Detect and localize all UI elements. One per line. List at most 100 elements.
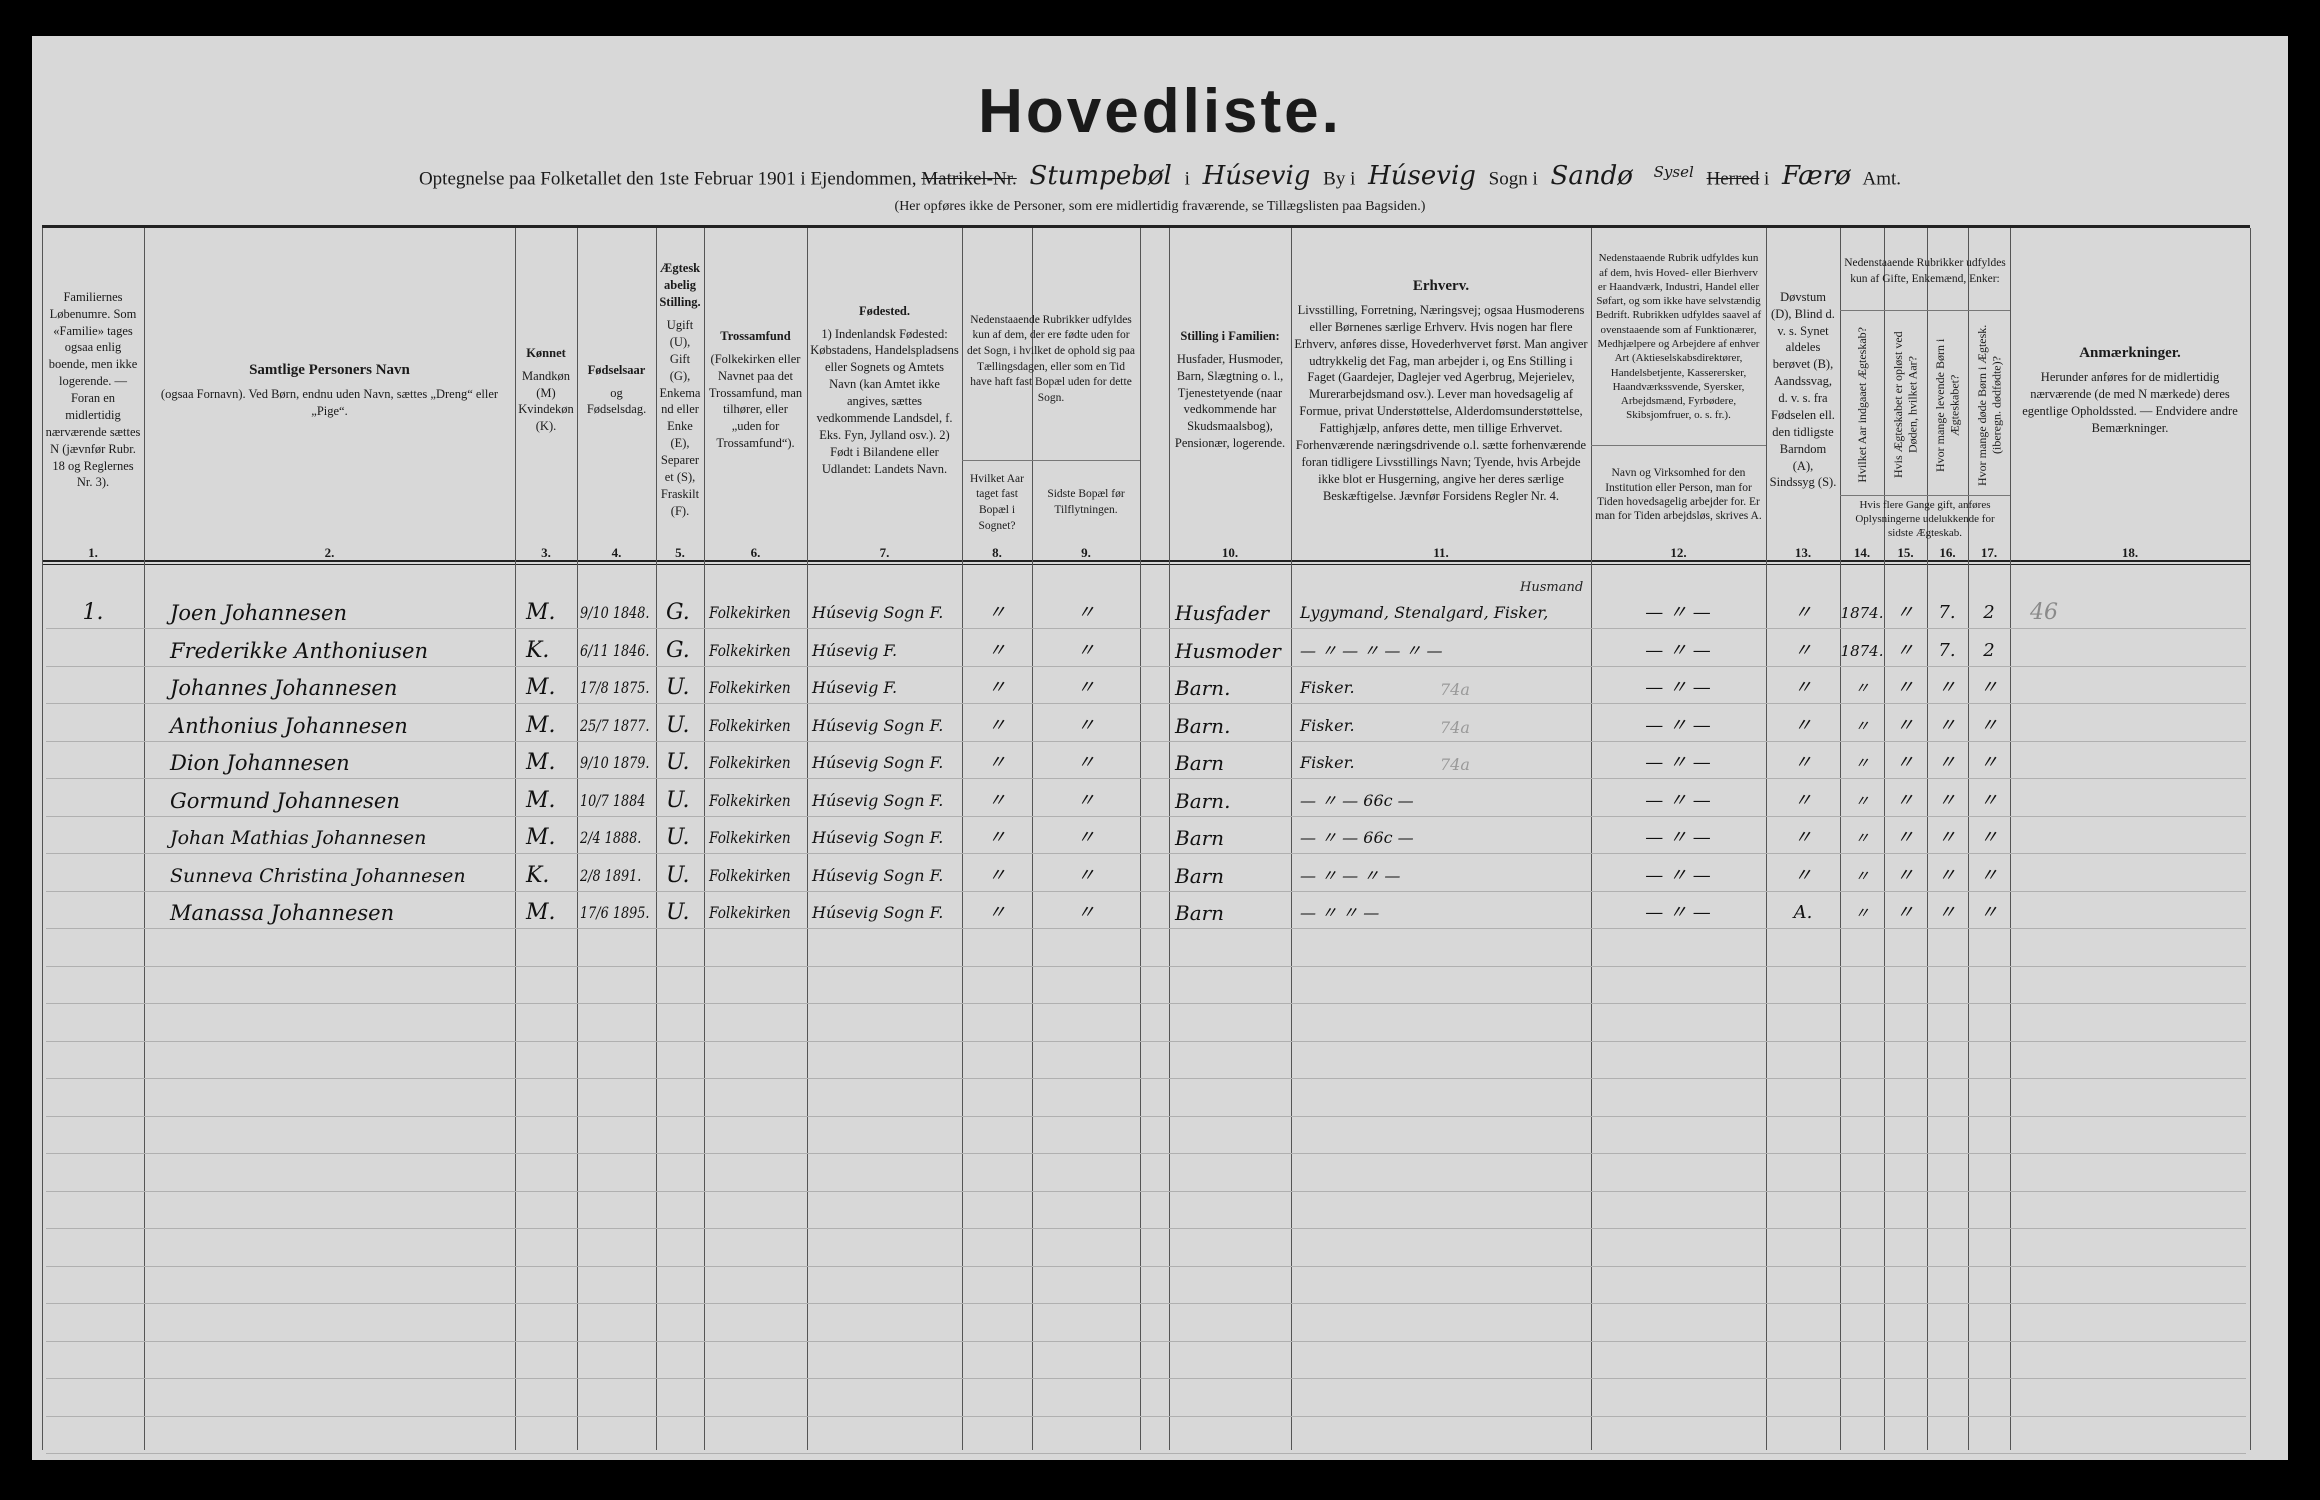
cell-c2: Anthonius Johannesen — [170, 713, 408, 738]
column-description: Hvilket Aar taget fast Bopæl i Sognet? — [970, 472, 1024, 532]
column-description: Døvstum (D), Blind d. v. s. Synet aldele… — [1769, 289, 1837, 490]
column-title: Stilling i Familien: — [1180, 328, 1280, 343]
column-title: Trossamfund — [720, 328, 791, 343]
cell-c4: 9/10 1879. — [580, 753, 650, 772]
cell-c12: — 〃 — — [1645, 714, 1711, 736]
cell-c17: 〃 — [1980, 752, 1998, 773]
column-divider — [1032, 228, 1033, 1450]
cell-c4: 2/4 1888. — [580, 828, 642, 847]
cell-c13: 〃 — [1794, 864, 1812, 886]
cell-c11-note: 74a — [1440, 680, 1470, 699]
cell-c14: 〃 — [1854, 754, 1870, 772]
column-group-note: Nedenstaaende Rubrik udfyldes kun af dem… — [1595, 252, 1762, 422]
group-rule-8-9 — [962, 460, 1140, 461]
row-rule — [46, 778, 2246, 779]
column-title: Kønnet — [526, 345, 566, 360]
row-rule — [46, 1340, 2246, 1342]
cell-c3: M. — [526, 712, 556, 738]
cell-c16: 〃 — [1938, 789, 1956, 811]
herred-label: Herred — [1706, 168, 1760, 190]
cell-c7: Húsevig Sogn F. — [812, 715, 944, 735]
cell-c9: 〃 — [1077, 864, 1095, 886]
cell-c11: — 〃 — 〃 — 〃 — — [1300, 640, 1443, 660]
cell-c9: 〃 — [1077, 902, 1095, 923]
cell-c10: Barn. — [1175, 713, 1231, 738]
row-rule — [46, 1415, 2246, 1417]
cell-c6: Folkekirken — [709, 865, 791, 885]
parish-value: Sandø — [1550, 161, 1633, 192]
column-number: 1. — [88, 545, 98, 560]
cell-c14: 〃 — [1854, 866, 1870, 885]
column-divider — [656, 228, 657, 1450]
cell-c5: U. — [666, 675, 690, 700]
row-rule — [46, 1040, 2246, 1042]
cell-c6: Folkekirken — [709, 790, 791, 810]
cell-c5: G. — [666, 637, 690, 663]
cell-c11: — 〃 〃 — — [1300, 903, 1380, 922]
column-number: 3. — [541, 545, 551, 560]
cell-c17: 〃 — [1980, 902, 1998, 923]
cell-c13: 〃 — [1794, 789, 1812, 811]
cell-c5: U. — [666, 862, 690, 888]
cell-c3: M. — [526, 825, 556, 850]
cell-c7: Húsevig Sogn F. — [812, 828, 944, 847]
matrikel-label: Matrikel-Nr. — [921, 168, 1017, 190]
cell-c17: 〃 — [1980, 789, 1998, 811]
cell-c16: 〃 — [1938, 677, 1956, 698]
column-divider — [515, 228, 516, 1450]
cell-c8: 〃 — [988, 789, 1006, 811]
cell-c2: Johan Mathias Johannesen — [170, 827, 427, 849]
cell-c12: — 〃 — — [1645, 789, 1711, 811]
column-header-11: Erhverv. Livsstilling, Forretning, Næring… — [1291, 240, 1591, 540]
column-header-3: Kønnet Mandkøn (M) Kvindekøn (K). — [515, 240, 577, 540]
cell-c13: 〃 — [1794, 714, 1812, 736]
cell-c11: Fisker. — [1300, 678, 1355, 697]
cell-c4: 10/7 1884 — [580, 790, 646, 810]
cell-c8: 〃 — [988, 639, 1006, 661]
cell-c16: 〃 — [1938, 714, 1956, 736]
column-description: Sidste Bopæl før Tilflytningen. — [1047, 488, 1125, 516]
row-rule — [46, 628, 2246, 629]
cell-c8: 〃 — [988, 827, 1006, 848]
cell-c6: Folkekirken — [709, 903, 791, 922]
cell-c3: K. — [526, 637, 550, 663]
header-bottom-rule-2 — [42, 564, 2250, 565]
header-note: (Her opføres ikke de Personer, som ere m… — [894, 199, 1426, 214]
cell-c13: 〃 — [1794, 827, 1812, 848]
cell-c7: Húsevig Sogn F. — [812, 865, 944, 885]
column-header-13: Døvstum (D), Blind d. v. s. Synet aldele… — [1766, 240, 1840, 540]
column-description: Ugift (U), Gift (G), Enkemand eller Enke… — [659, 318, 701, 518]
cell-c13: 〃 — [1794, 639, 1812, 661]
column-number: 6. — [750, 545, 761, 560]
cell-c9: 〃 — [1077, 752, 1095, 773]
cell-c11: — 〃 — 〃 — — [1300, 865, 1401, 885]
cell-c12: — 〃 — — [1645, 639, 1711, 661]
cell-c7: Húsevig F. — [812, 640, 898, 660]
cell-c7: Húsevig Sogn F. — [812, 903, 944, 922]
cell-c2: Sunneva Christina Johannesen — [170, 864, 466, 887]
column-divider — [2010, 228, 2011, 1450]
cell-c15: 〃 — [1896, 902, 1914, 923]
row-rule — [46, 665, 2246, 667]
row-rule — [46, 740, 2246, 742]
cell-c4: 17/6 1895. — [580, 903, 650, 922]
cell-c17: 〃 — [1980, 827, 1998, 848]
column-number: 18. — [2121, 545, 2139, 560]
row-rule — [46, 928, 2246, 929]
cell-c10: Barn — [1175, 863, 1225, 888]
cell-c3: M. — [526, 787, 556, 813]
cell-c15: 〃 — [1896, 789, 1914, 811]
cell-c3: M. — [526, 600, 556, 625]
cell-c5: U. — [666, 900, 690, 925]
column-title: Fødested. — [858, 303, 911, 318]
cell-c7: Húsevig F. — [812, 678, 898, 697]
column-number: 8. — [992, 545, 1002, 560]
cell-c8: 〃 — [988, 902, 1006, 923]
cell-c2: Joen Johannesen — [170, 601, 348, 625]
cell-c11-note: 74a — [1440, 717, 1470, 737]
column-header-12: Navn og Virksomhed for den Institution e… — [1591, 448, 1766, 542]
cell-c14: 〃 — [1854, 679, 1870, 697]
column-description: Hvor mange levende Børn i Ægteskabet? — [1933, 338, 1962, 472]
column-divider — [1884, 228, 1885, 1450]
column-description: Hvilket Aar indgaaet Ægteskab? — [1854, 327, 1869, 483]
